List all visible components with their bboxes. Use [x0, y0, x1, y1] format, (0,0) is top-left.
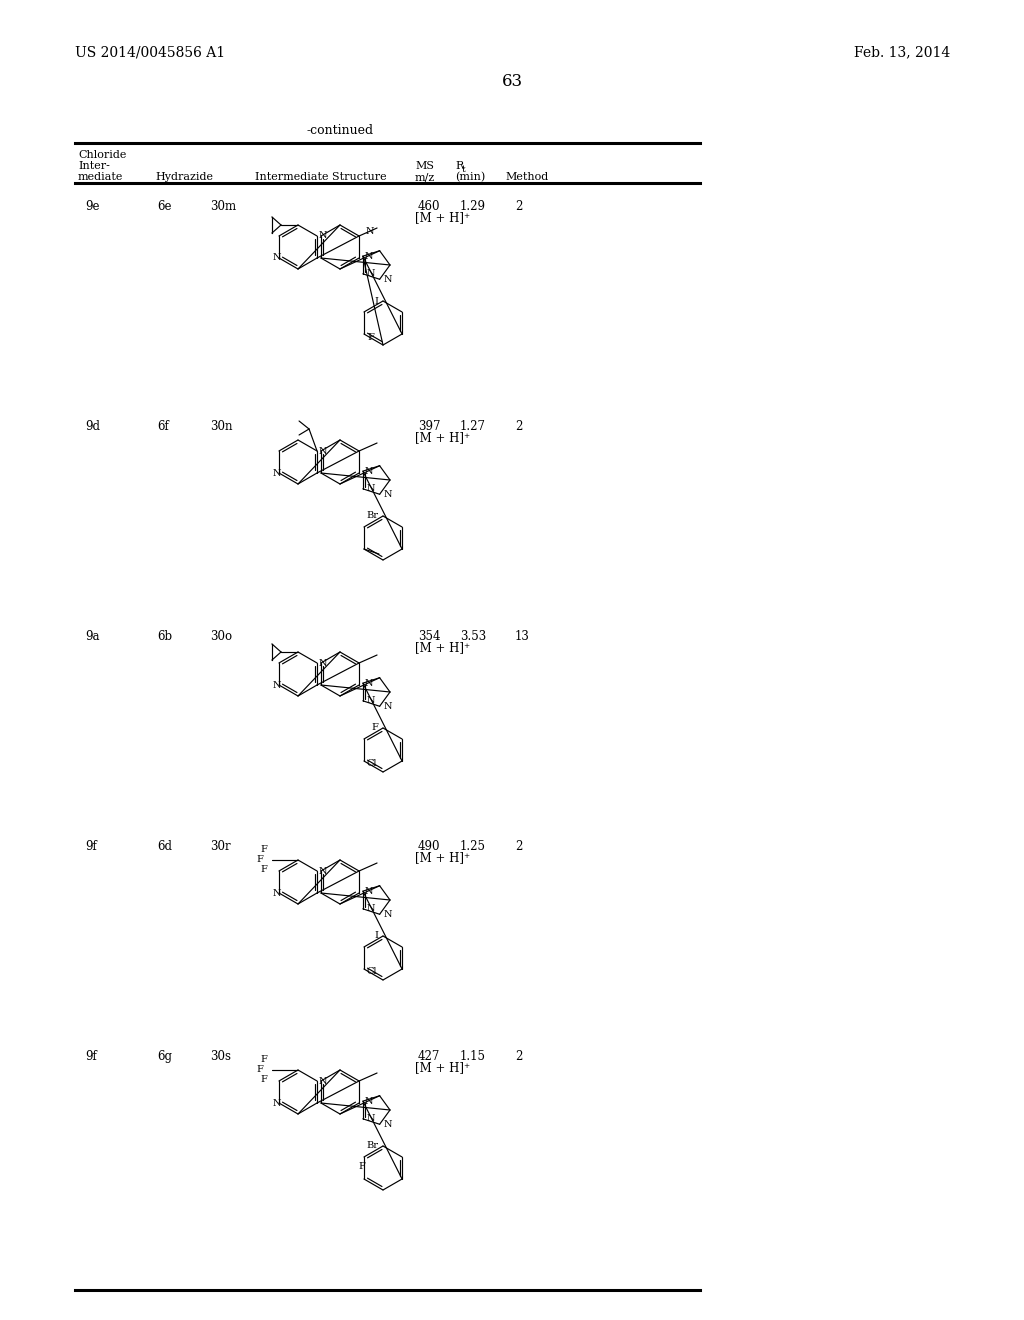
- Text: 6b: 6b: [157, 630, 172, 643]
- Text: 30s: 30s: [210, 1049, 231, 1063]
- Text: Hydrazide: Hydrazide: [155, 172, 213, 182]
- Text: 9f: 9f: [85, 840, 96, 853]
- Text: N: N: [367, 1114, 376, 1123]
- Text: t: t: [462, 165, 466, 174]
- Text: 13: 13: [515, 630, 529, 643]
- Text: Cl: Cl: [367, 968, 378, 977]
- Text: Method: Method: [505, 172, 548, 182]
- Text: N: N: [318, 446, 328, 455]
- Text: 6e: 6e: [157, 201, 171, 213]
- Text: N: N: [384, 909, 392, 919]
- Text: 30r: 30r: [210, 840, 230, 853]
- Text: [M + H]⁺: [M + H]⁺: [415, 851, 470, 865]
- Text: N: N: [384, 275, 392, 284]
- Text: 30o: 30o: [210, 630, 232, 643]
- Text: F: F: [260, 866, 267, 874]
- Text: N: N: [367, 904, 376, 913]
- Text: 2: 2: [515, 420, 522, 433]
- Text: N: N: [366, 227, 375, 236]
- Text: Intermediate Structure: Intermediate Structure: [255, 172, 387, 182]
- Text: N: N: [318, 659, 328, 668]
- Text: Br: Br: [366, 1142, 378, 1151]
- Text: N: N: [367, 484, 376, 494]
- Text: N: N: [367, 697, 376, 705]
- Text: 2: 2: [515, 201, 522, 213]
- Text: 397: 397: [418, 420, 440, 433]
- Text: 3.53: 3.53: [460, 630, 486, 643]
- Text: 427: 427: [418, 1049, 440, 1063]
- Text: N: N: [384, 702, 392, 710]
- Text: N: N: [365, 678, 374, 688]
- Text: 460: 460: [418, 201, 440, 213]
- Text: N: N: [272, 681, 282, 689]
- Text: 30m: 30m: [210, 201, 237, 213]
- Text: 6f: 6f: [157, 420, 169, 433]
- Text: US 2014/0045856 A1: US 2014/0045856 A1: [75, 45, 225, 59]
- Text: N: N: [318, 1077, 328, 1085]
- Text: N: N: [272, 253, 282, 263]
- Text: N: N: [272, 888, 282, 898]
- Text: 1.29: 1.29: [460, 201, 486, 213]
- Text: 9f: 9f: [85, 1049, 96, 1063]
- Text: 354: 354: [418, 630, 440, 643]
- Text: N: N: [318, 866, 328, 875]
- Text: N: N: [367, 269, 376, 279]
- Text: F: F: [367, 333, 374, 342]
- Text: N: N: [318, 231, 328, 240]
- Text: Br: Br: [366, 511, 378, 520]
- Text: F: F: [260, 1076, 267, 1085]
- Text: 6g: 6g: [157, 1049, 172, 1063]
- Text: [M + H]⁺: [M + H]⁺: [415, 432, 470, 444]
- Text: N: N: [272, 469, 282, 478]
- Text: Inter-: Inter-: [78, 161, 110, 172]
- Text: F: F: [358, 1162, 366, 1171]
- Text: N: N: [365, 252, 374, 260]
- Text: F: F: [257, 1065, 263, 1074]
- Text: 9e: 9e: [85, 201, 99, 213]
- Text: I: I: [374, 297, 378, 305]
- Text: -continued: -continued: [306, 124, 374, 136]
- Text: F: F: [257, 855, 263, 865]
- Text: N: N: [384, 490, 392, 499]
- Text: [M + H]⁺: [M + H]⁺: [415, 211, 470, 224]
- Text: N: N: [272, 1098, 282, 1107]
- Text: (min): (min): [455, 172, 485, 182]
- Text: 30n: 30n: [210, 420, 232, 433]
- Text: Chloride: Chloride: [78, 150, 126, 160]
- Text: 1.27: 1.27: [460, 420, 486, 433]
- Text: [M + H]⁺: [M + H]⁺: [415, 642, 470, 653]
- Text: 63: 63: [502, 74, 522, 91]
- Text: N: N: [365, 1097, 374, 1106]
- Text: 9d: 9d: [85, 420, 100, 433]
- Text: N: N: [365, 887, 374, 896]
- Text: R: R: [455, 161, 463, 172]
- Text: F: F: [371, 723, 378, 733]
- Text: 1.25: 1.25: [460, 840, 486, 853]
- Text: F: F: [260, 846, 267, 854]
- Text: mediate: mediate: [78, 172, 123, 182]
- Text: 1.15: 1.15: [460, 1049, 486, 1063]
- Text: 490: 490: [418, 840, 440, 853]
- Text: Feb. 13, 2014: Feb. 13, 2014: [854, 45, 950, 59]
- Text: I: I: [374, 932, 378, 940]
- Text: F: F: [260, 1056, 267, 1064]
- Text: N: N: [384, 1119, 392, 1129]
- Text: MS: MS: [415, 161, 434, 172]
- Text: Cl: Cl: [367, 759, 378, 768]
- Text: 2: 2: [515, 1049, 522, 1063]
- Text: 9a: 9a: [85, 630, 99, 643]
- Text: [M + H]⁺: [M + H]⁺: [415, 1061, 470, 1074]
- Text: N: N: [365, 467, 374, 475]
- Text: m/z: m/z: [415, 172, 435, 182]
- Text: 6d: 6d: [157, 840, 172, 853]
- Text: 2: 2: [515, 840, 522, 853]
